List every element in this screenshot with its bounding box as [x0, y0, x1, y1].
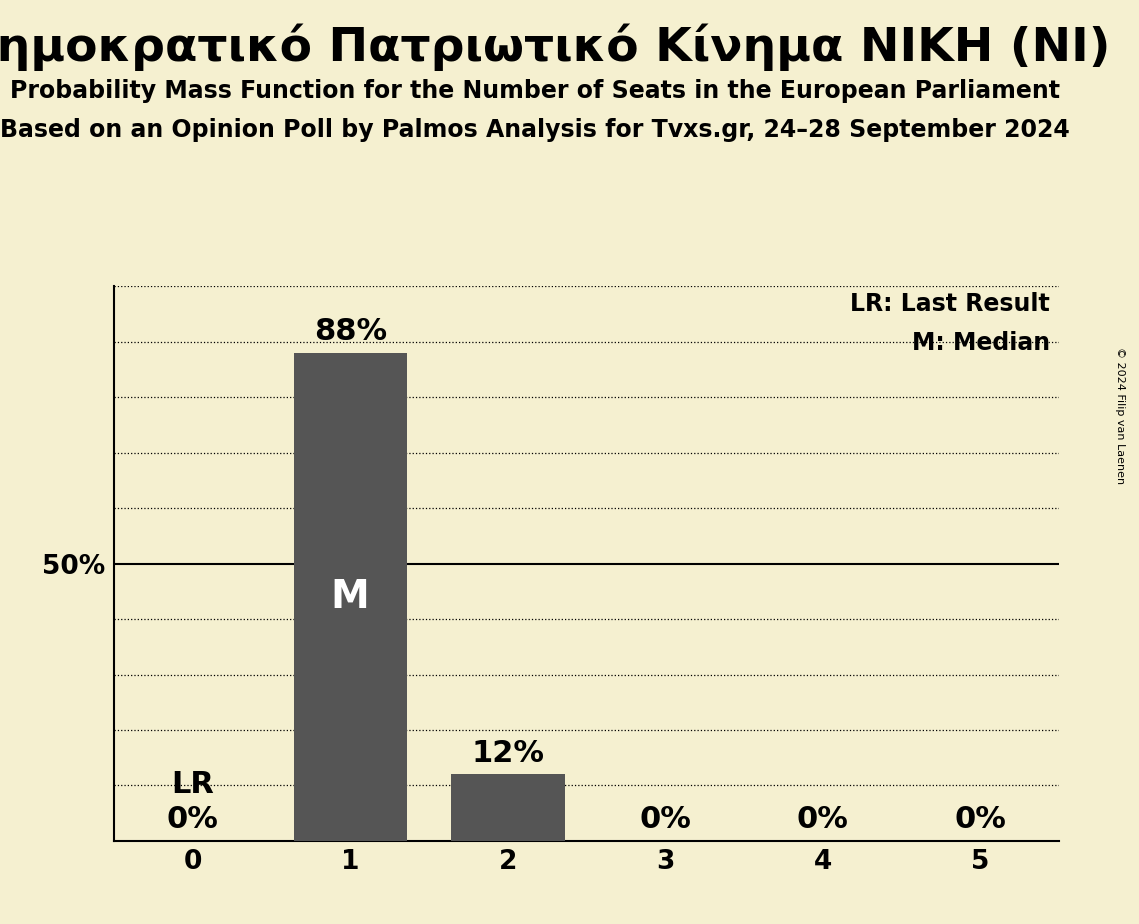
Text: 88%: 88% [313, 317, 387, 346]
Bar [451, 774, 565, 841]
Text: © 2024 Filip van Laenen: © 2024 Filip van Laenen [1115, 347, 1124, 484]
Text: Probability Mass Function for the Number of Seats in the European Parliament: Probability Mass Function for the Number… [10, 79, 1060, 103]
Text: LR: Last Result: LR: Last Result [850, 292, 1050, 316]
Text: 0%: 0% [639, 805, 691, 834]
Text: 0%: 0% [954, 805, 1007, 834]
Text: 12%: 12% [472, 738, 544, 768]
Text: M: Median: M: Median [911, 331, 1050, 355]
Text: Δημοκρατικό Πατριωτικό Κίνημα ΝΙΚΗ (ΝΙ): Δημοκρατικό Πατριωτικό Κίνημα ΝΙΚΗ (ΝΙ) [0, 23, 1111, 70]
Text: LR: LR [171, 771, 214, 799]
Text: Based on an Opinion Poll by Palmos Analysis for Tvxs.gr, 24–28 September 2024: Based on an Opinion Poll by Palmos Analy… [0, 118, 1071, 142]
Text: 0%: 0% [166, 805, 219, 834]
Text: M: M [330, 578, 370, 616]
Bar [294, 353, 407, 841]
Text: 0%: 0% [797, 805, 849, 834]
